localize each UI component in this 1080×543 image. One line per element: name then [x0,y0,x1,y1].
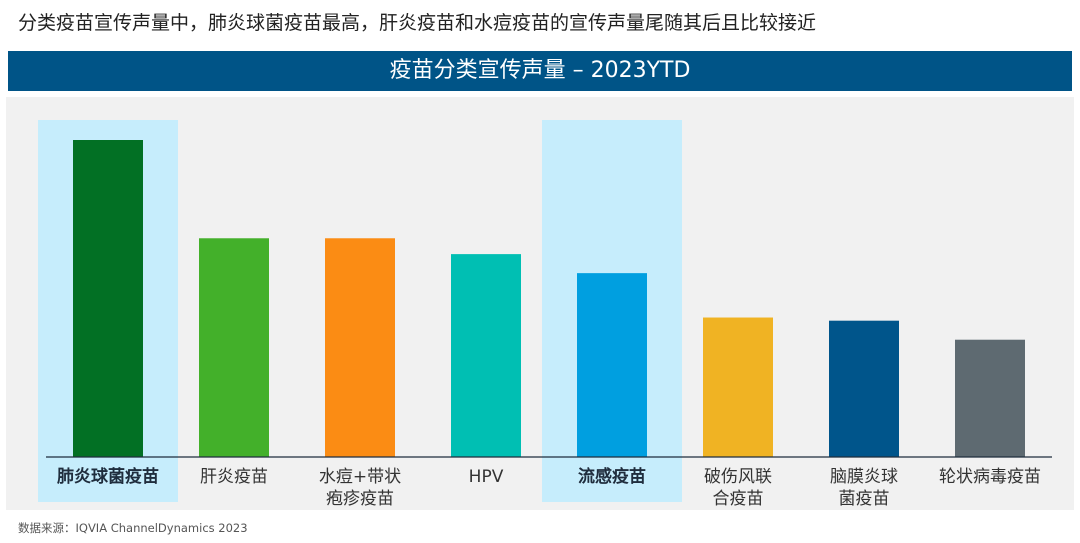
x-tick-label: 破伤风联合疫苗 [704,467,772,509]
chart-title-banner: 疫苗分类宣传声量 – 2023YTD [8,51,1072,91]
bar [829,320,899,457]
chart-panel: 肺炎球菌疫苗 肝炎疫苗 水痘+带状疱疹疫苗 HPV 流感疫苗 破伤风联合疫苗 脑膜炎球菌疫苗… [6,97,1074,510]
bar [325,238,395,457]
source-note: 数据来源：IQVIA ChannelDynamics 2023 [18,521,248,535]
bar [199,238,269,457]
x-tick-label: 轮状病毒疫苗 [939,467,1041,487]
x-tick-label: 脑膜炎球菌疫苗 [830,467,898,509]
x-tick-label: HPV [469,467,504,487]
bar-chart: 肺炎球菌疫苗 肝炎疫苗 水痘+带状疱疹疫苗 HPV 流感疫苗 破伤风联合疫苗 脑膜炎球菌疫苗… [38,120,1052,509]
x-tick-label: 肺炎球菌疫苗 [57,466,159,487]
x-tick-label: 肝炎疫苗 [200,467,268,487]
bar [451,254,521,457]
bar [703,317,773,457]
bar [955,339,1025,457]
headline: 分类疫苗宣传声量中，肺炎球菌疫苗最高，肝炎疫苗和水痘疫苗的宣传声量尾随其后且比较… [18,12,817,34]
x-tick-label: 水痘+带状疱疹疫苗 [319,467,401,509]
x-tick-label: 流感疫苗 [578,466,646,487]
bar [577,273,647,457]
bar [73,140,143,457]
